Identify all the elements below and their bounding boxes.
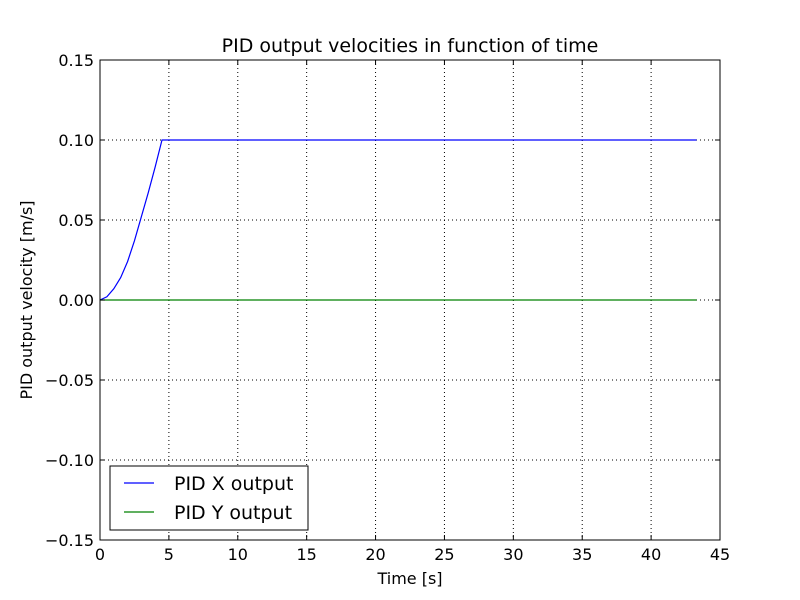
y-axis-label: PID output velocity [m/s] bbox=[17, 200, 36, 399]
x-tick-label: 0 bbox=[95, 545, 105, 564]
legend-label: PID X output bbox=[174, 473, 293, 495]
x-tick-label: 40 bbox=[641, 545, 661, 564]
series-lines bbox=[99, 139, 697, 301]
chart-title: PID output velocities in function of tim… bbox=[222, 35, 599, 57]
y-tick-label: −0.15 bbox=[45, 531, 94, 550]
x-tick-label: 15 bbox=[296, 545, 316, 564]
series-line-1 bbox=[99, 139, 697, 301]
legend-items: PID X output PID Y output bbox=[124, 473, 293, 524]
x-tick-label: 10 bbox=[228, 545, 248, 564]
y-tick-label: −0.05 bbox=[45, 371, 94, 390]
y-tick-label: −0.10 bbox=[45, 451, 94, 470]
x-tick-label: 45 bbox=[710, 545, 730, 564]
axis-ticks bbox=[99, 59, 721, 541]
x-tick-label: 35 bbox=[572, 545, 592, 564]
y-tick-label: 0.00 bbox=[58, 291, 94, 310]
x-tick-label: 25 bbox=[434, 545, 454, 564]
x-axis-label: Time [s] bbox=[376, 569, 442, 588]
legend-box bbox=[109, 465, 309, 531]
y-tick-label: 0.10 bbox=[58, 131, 94, 150]
y-tick-label: 0.15 bbox=[58, 51, 94, 70]
tick-labels: 0 5 10 15 20 25 30 35 40 45 −0.15 −0.10 −0.05 0.00 0.0… bbox=[45, 51, 730, 564]
x-tick-label: 5 bbox=[164, 545, 174, 564]
legend: PID X output PID Y output bbox=[109, 465, 309, 531]
x-tick-label: 20 bbox=[365, 545, 385, 564]
x-tick-label: 30 bbox=[503, 545, 523, 564]
y-tick-label: 0.05 bbox=[58, 211, 94, 230]
legend-label: PID Y output bbox=[174, 502, 292, 524]
